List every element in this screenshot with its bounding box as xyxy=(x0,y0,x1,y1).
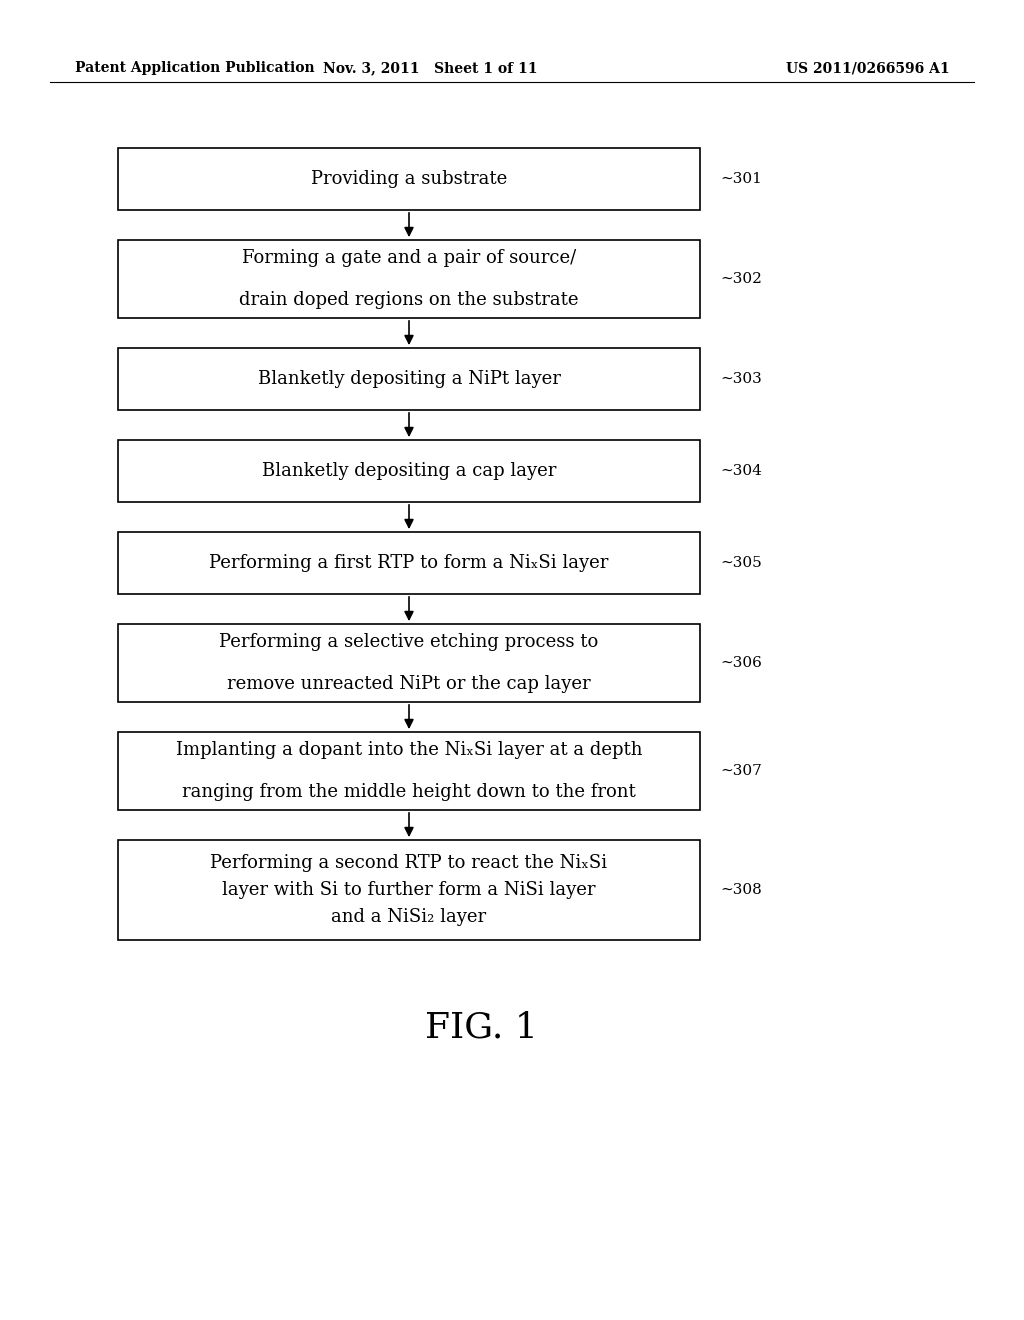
Bar xyxy=(118,840,700,940)
Bar xyxy=(118,733,700,810)
Text: Performing a first RTP to form a NiₓSi layer: Performing a first RTP to form a NiₓSi l… xyxy=(209,554,608,572)
Text: drain doped regions on the substrate: drain doped regions on the substrate xyxy=(240,290,579,309)
Text: Providing a substrate: Providing a substrate xyxy=(311,170,507,187)
Text: ∼303: ∼303 xyxy=(720,372,762,385)
Text: layer with Si to further form a NiSi layer: layer with Si to further form a NiSi lay… xyxy=(222,880,596,899)
Text: ∼308: ∼308 xyxy=(720,883,762,898)
Text: Patent Application Publication: Patent Application Publication xyxy=(75,61,314,75)
Bar xyxy=(118,148,700,210)
Text: ∼301: ∼301 xyxy=(720,172,762,186)
Text: Forming a gate and a pair of source/: Forming a gate and a pair of source/ xyxy=(242,249,577,267)
Bar xyxy=(118,532,700,594)
Text: Performing a selective etching process to: Performing a selective etching process t… xyxy=(219,634,599,651)
Bar xyxy=(118,240,700,318)
Text: ranging from the middle height down to the front: ranging from the middle height down to t… xyxy=(182,783,636,801)
Bar xyxy=(118,624,700,702)
Text: US 2011/0266596 A1: US 2011/0266596 A1 xyxy=(786,61,950,75)
Text: Blanketly depositing a NiPt layer: Blanketly depositing a NiPt layer xyxy=(258,370,560,388)
Text: and a NiSi₂ layer: and a NiSi₂ layer xyxy=(332,908,486,927)
Bar xyxy=(118,440,700,502)
Text: remove unreacted NiPt or the cap layer: remove unreacted NiPt or the cap layer xyxy=(227,675,591,693)
Text: Implanting a dopant into the NiₓSi layer at a depth: Implanting a dopant into the NiₓSi layer… xyxy=(176,741,642,759)
Text: ∼302: ∼302 xyxy=(720,272,762,286)
Text: ∼304: ∼304 xyxy=(720,465,762,478)
Text: Nov. 3, 2011   Sheet 1 of 11: Nov. 3, 2011 Sheet 1 of 11 xyxy=(323,61,538,75)
Bar xyxy=(118,348,700,411)
Text: Performing a second RTP to react the NiₓSi: Performing a second RTP to react the Niₓ… xyxy=(211,854,607,873)
Text: ∼306: ∼306 xyxy=(720,656,762,671)
Text: FIG. 1: FIG. 1 xyxy=(425,1011,538,1045)
Text: ∼305: ∼305 xyxy=(720,556,762,570)
Text: ∼307: ∼307 xyxy=(720,764,762,777)
Text: Blanketly depositing a cap layer: Blanketly depositing a cap layer xyxy=(262,462,556,480)
